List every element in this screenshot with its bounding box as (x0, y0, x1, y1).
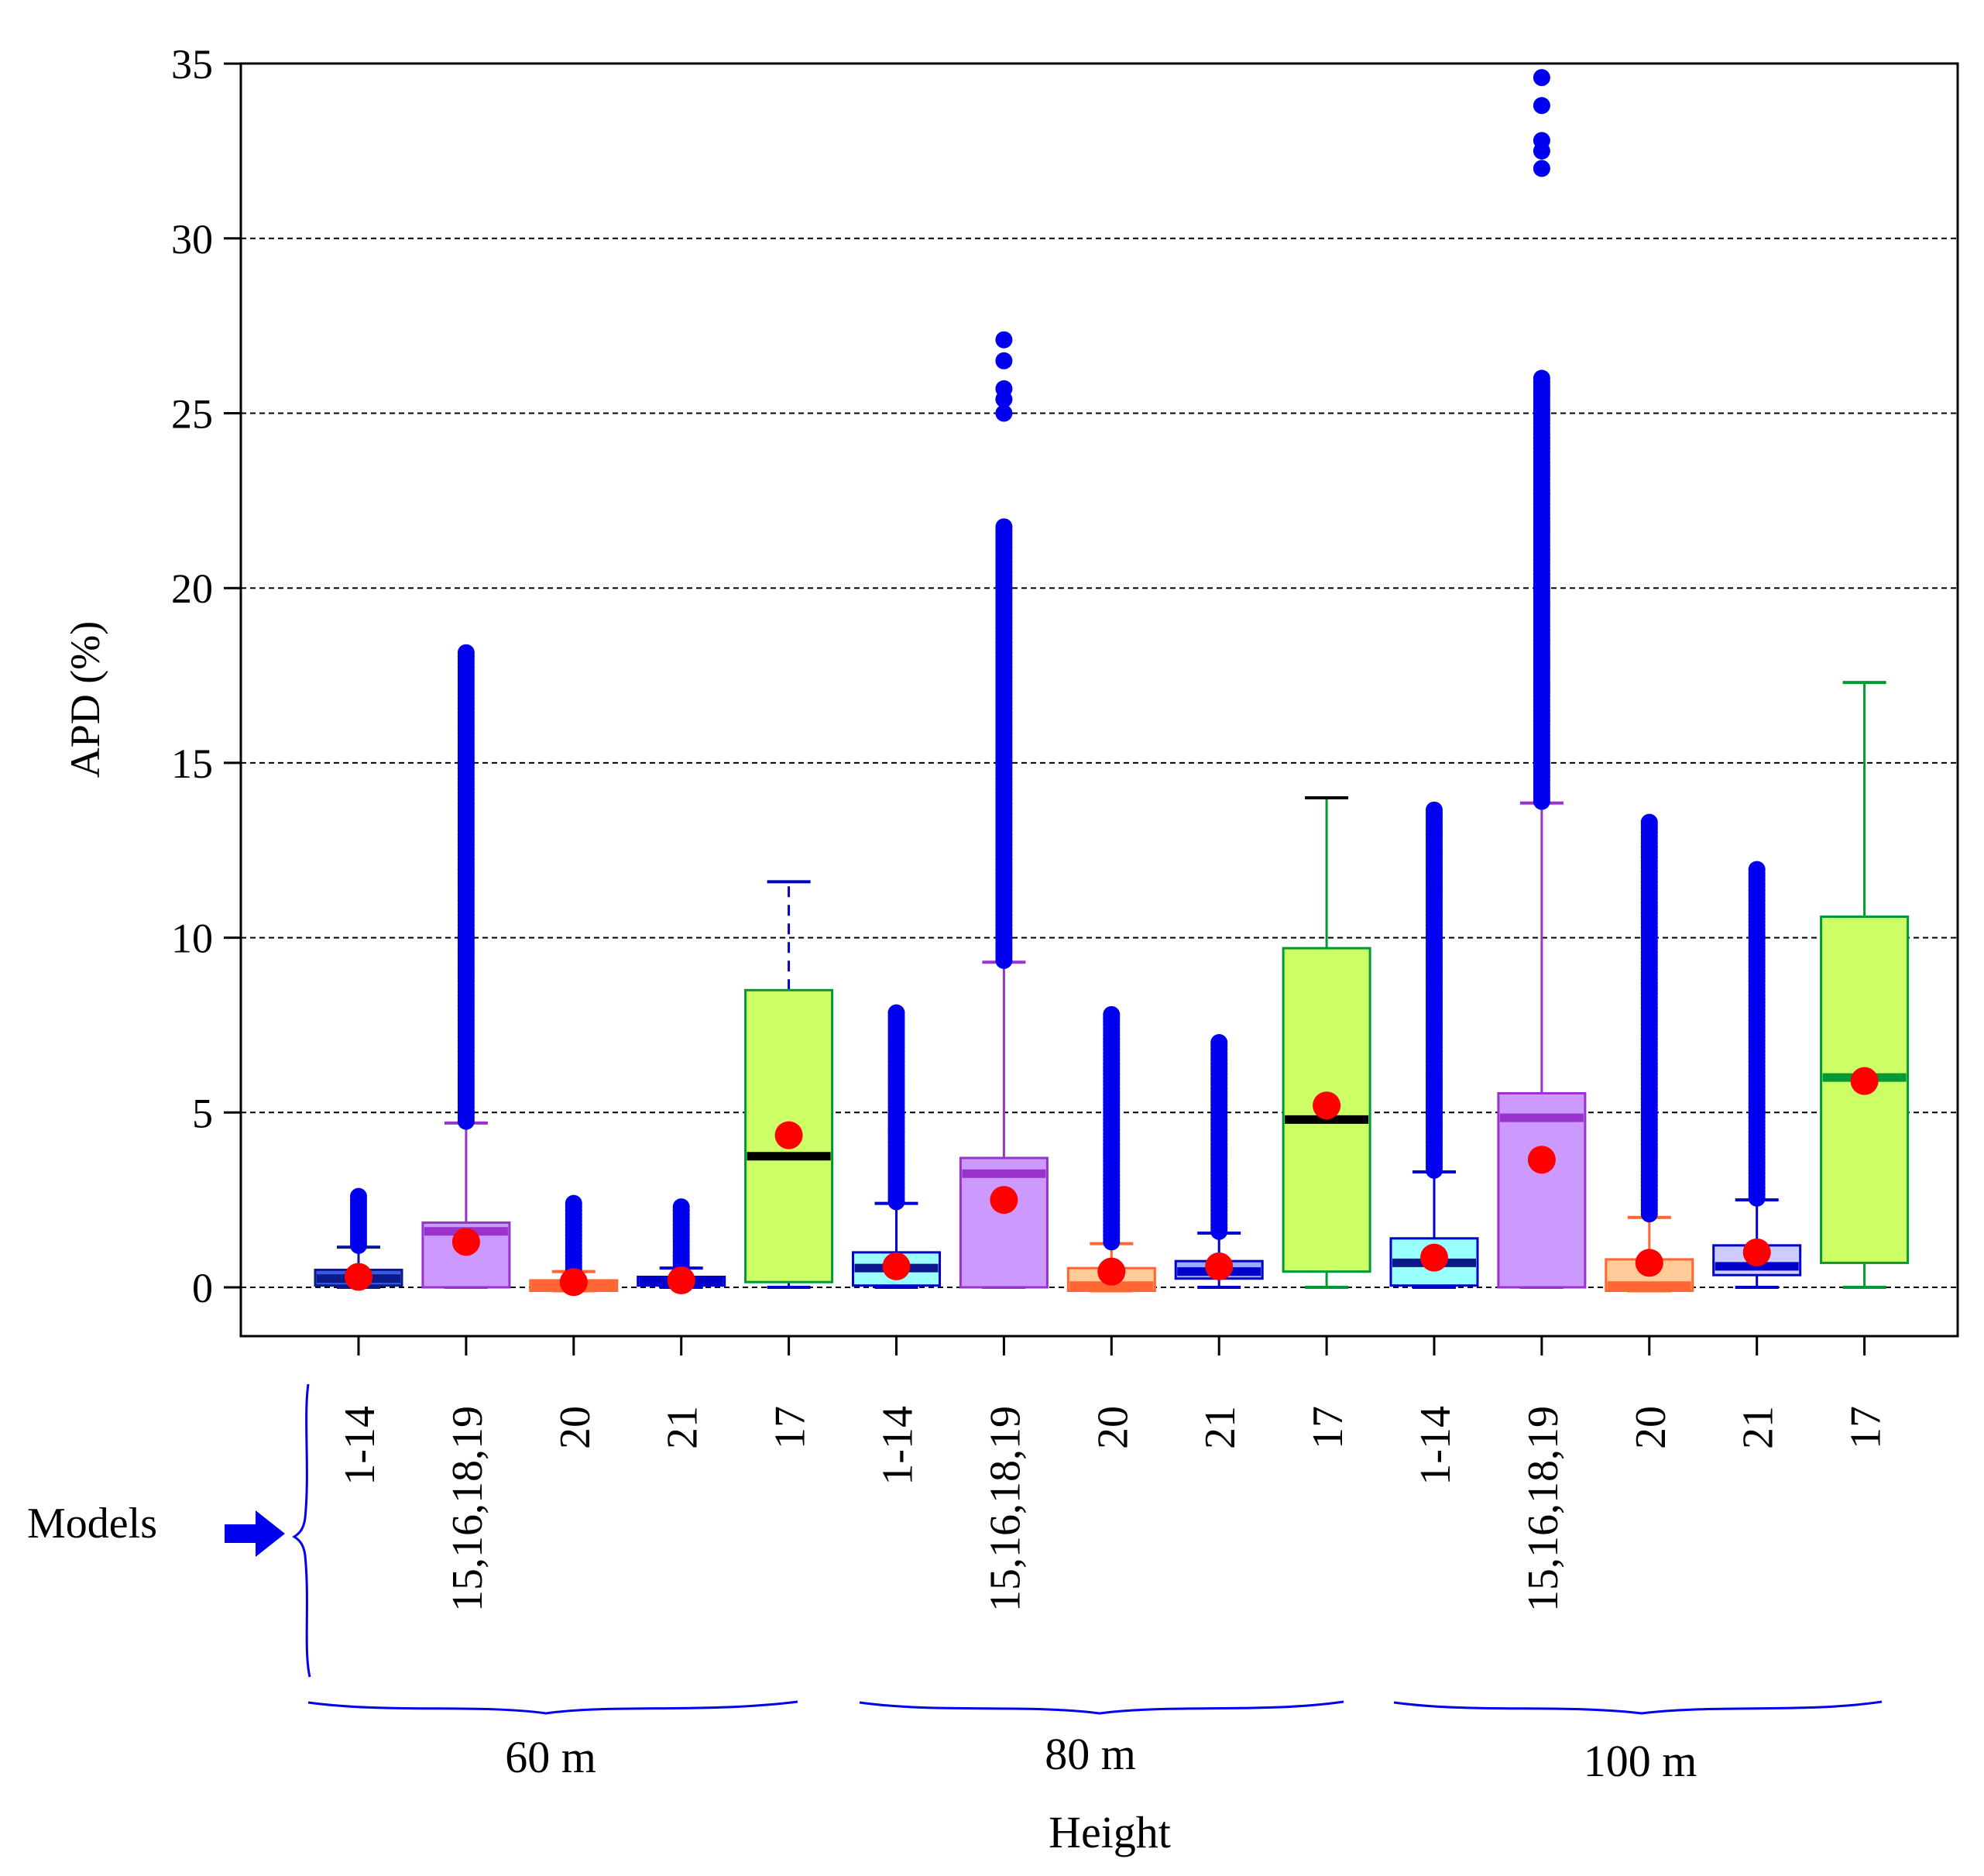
x-tick-label-7: 20 (1089, 1406, 1137, 1449)
box-6-outlier (995, 352, 1013, 369)
box-11-outlier (1533, 97, 1550, 115)
y-tick-label-10: 10 (171, 916, 213, 962)
box-6-iqr-box (959, 1156, 1049, 1289)
group-brace-80m (859, 1700, 1344, 1715)
y-axis: 0 5 10 15 20 25 30 35 (171, 41, 241, 1311)
box-7 (1066, 1005, 1156, 1293)
box-10-outlier (1426, 801, 1443, 819)
box-8-mean-marker (1205, 1252, 1234, 1280)
y-tick-label-0: 0 (192, 1265, 213, 1311)
models-arrow-icon (225, 1510, 285, 1557)
x-axis-label: Height (1049, 1807, 1171, 1857)
box-9-mean-marker (1313, 1091, 1341, 1120)
box-0-mean-marker (345, 1263, 372, 1291)
box-7-mean-marker (1097, 1257, 1126, 1286)
box-3-mean-marker (667, 1266, 695, 1294)
box-12-mean-marker (1635, 1249, 1663, 1277)
x-tick-label-6: 15,16,18,19 (981, 1406, 1029, 1612)
grid-lines (241, 237, 1958, 1288)
x-tick-label-12: 20 (1627, 1406, 1675, 1449)
box-6-mean-marker (990, 1186, 1018, 1215)
group-label-100m: 100 m (1584, 1736, 1697, 1786)
y-tick-label-5: 5 (192, 1090, 213, 1136)
box-10 (1389, 801, 1479, 1289)
box-11 (1497, 69, 1587, 1289)
box-7-outlier (1103, 1005, 1121, 1023)
box-2-outlier (565, 1194, 582, 1212)
group-annotations: Models 60 m 80 m 100 m (27, 1383, 1883, 1786)
y-tick-label-35: 35 (171, 41, 213, 88)
box-11-outlier (1533, 69, 1550, 87)
y-tick-label-20: 20 (171, 565, 213, 612)
plot-area-frame (239, 62, 1959, 1338)
x-tick-label-5: 1-14 (874, 1406, 922, 1486)
box-5-outlier (887, 1004, 905, 1022)
y-tick-label-30: 30 (171, 216, 213, 263)
box-6-outlier (995, 331, 1013, 349)
box-6-outlier (995, 380, 1013, 397)
box-8-outlier (1210, 1034, 1228, 1052)
box-6-outlier (995, 518, 1013, 536)
group-brace-60m (307, 1700, 798, 1715)
box-4 (744, 880, 834, 1289)
group-label-60m: 60 m (505, 1732, 596, 1782)
x-tick-label-11: 15,16,18,19 (1519, 1406, 1567, 1612)
x-tick-label-4: 17 (767, 1406, 815, 1449)
x-tick-label-0: 1-14 (336, 1406, 384, 1486)
box-9 (1282, 796, 1371, 1289)
box-13-outlier (1748, 861, 1766, 878)
box-5 (852, 1004, 941, 1289)
boxes-layer (314, 69, 1910, 1297)
models-label: Models (27, 1500, 157, 1548)
box-2 (529, 1194, 619, 1297)
y-tick-label-15: 15 (171, 740, 213, 787)
box-14-mean-marker (1850, 1067, 1879, 1095)
box-4-mean-marker (774, 1121, 803, 1149)
box-11-outlier (1533, 132, 1550, 149)
y-tick-label-25: 25 (171, 391, 213, 438)
box-10-mean-marker (1420, 1243, 1448, 1272)
y-axis-label: APD (%) (62, 621, 108, 778)
box-12-outlier (1640, 813, 1658, 831)
box-12 (1605, 813, 1694, 1293)
box-5-mean-marker (882, 1252, 911, 1280)
box-0 (314, 1187, 403, 1291)
box-6 (959, 331, 1049, 1289)
box-3-outlier (672, 1198, 690, 1216)
x-tick-label-3: 21 (659, 1406, 707, 1449)
group-label-80m: 80 m (1045, 1729, 1136, 1779)
box-1-outlier (457, 644, 475, 661)
box-1-mean-marker (451, 1228, 480, 1256)
x-tick-label-1: 15,16,18,19 (444, 1406, 492, 1612)
x-tick-label-8: 21 (1196, 1406, 1244, 1449)
x-tick-label-13: 21 (1735, 1406, 1783, 1449)
box-11-outlier (1533, 369, 1550, 387)
box-13-mean-marker (1742, 1238, 1771, 1266)
box-14 (1820, 681, 1910, 1289)
box-0-outlier (350, 1187, 367, 1205)
box-1 (421, 644, 511, 1289)
box-3 (637, 1198, 726, 1294)
box-6-outlier (995, 404, 1013, 422)
box-11-iqr-box (1497, 1091, 1587, 1289)
group-brace-100m (1393, 1700, 1883, 1715)
x-tick-label-14: 17 (1842, 1406, 1890, 1449)
box-2-mean-marker (559, 1268, 588, 1297)
x-tick-label-10: 1-14 (1412, 1406, 1460, 1486)
x-tick-label-2: 20 (551, 1406, 599, 1449)
box-13 (1712, 861, 1802, 1289)
box-11-mean-marker (1527, 1146, 1556, 1174)
box-8 (1174, 1034, 1264, 1289)
x-tick-label-9: 17 (1304, 1406, 1352, 1449)
models-brace (292, 1383, 311, 1678)
box-11-outlier (1533, 160, 1550, 177)
x-axis: 1-14 15,16,18,19 20 21 17 1-14 15,16,18,19 20 21… (336, 1336, 1890, 1612)
